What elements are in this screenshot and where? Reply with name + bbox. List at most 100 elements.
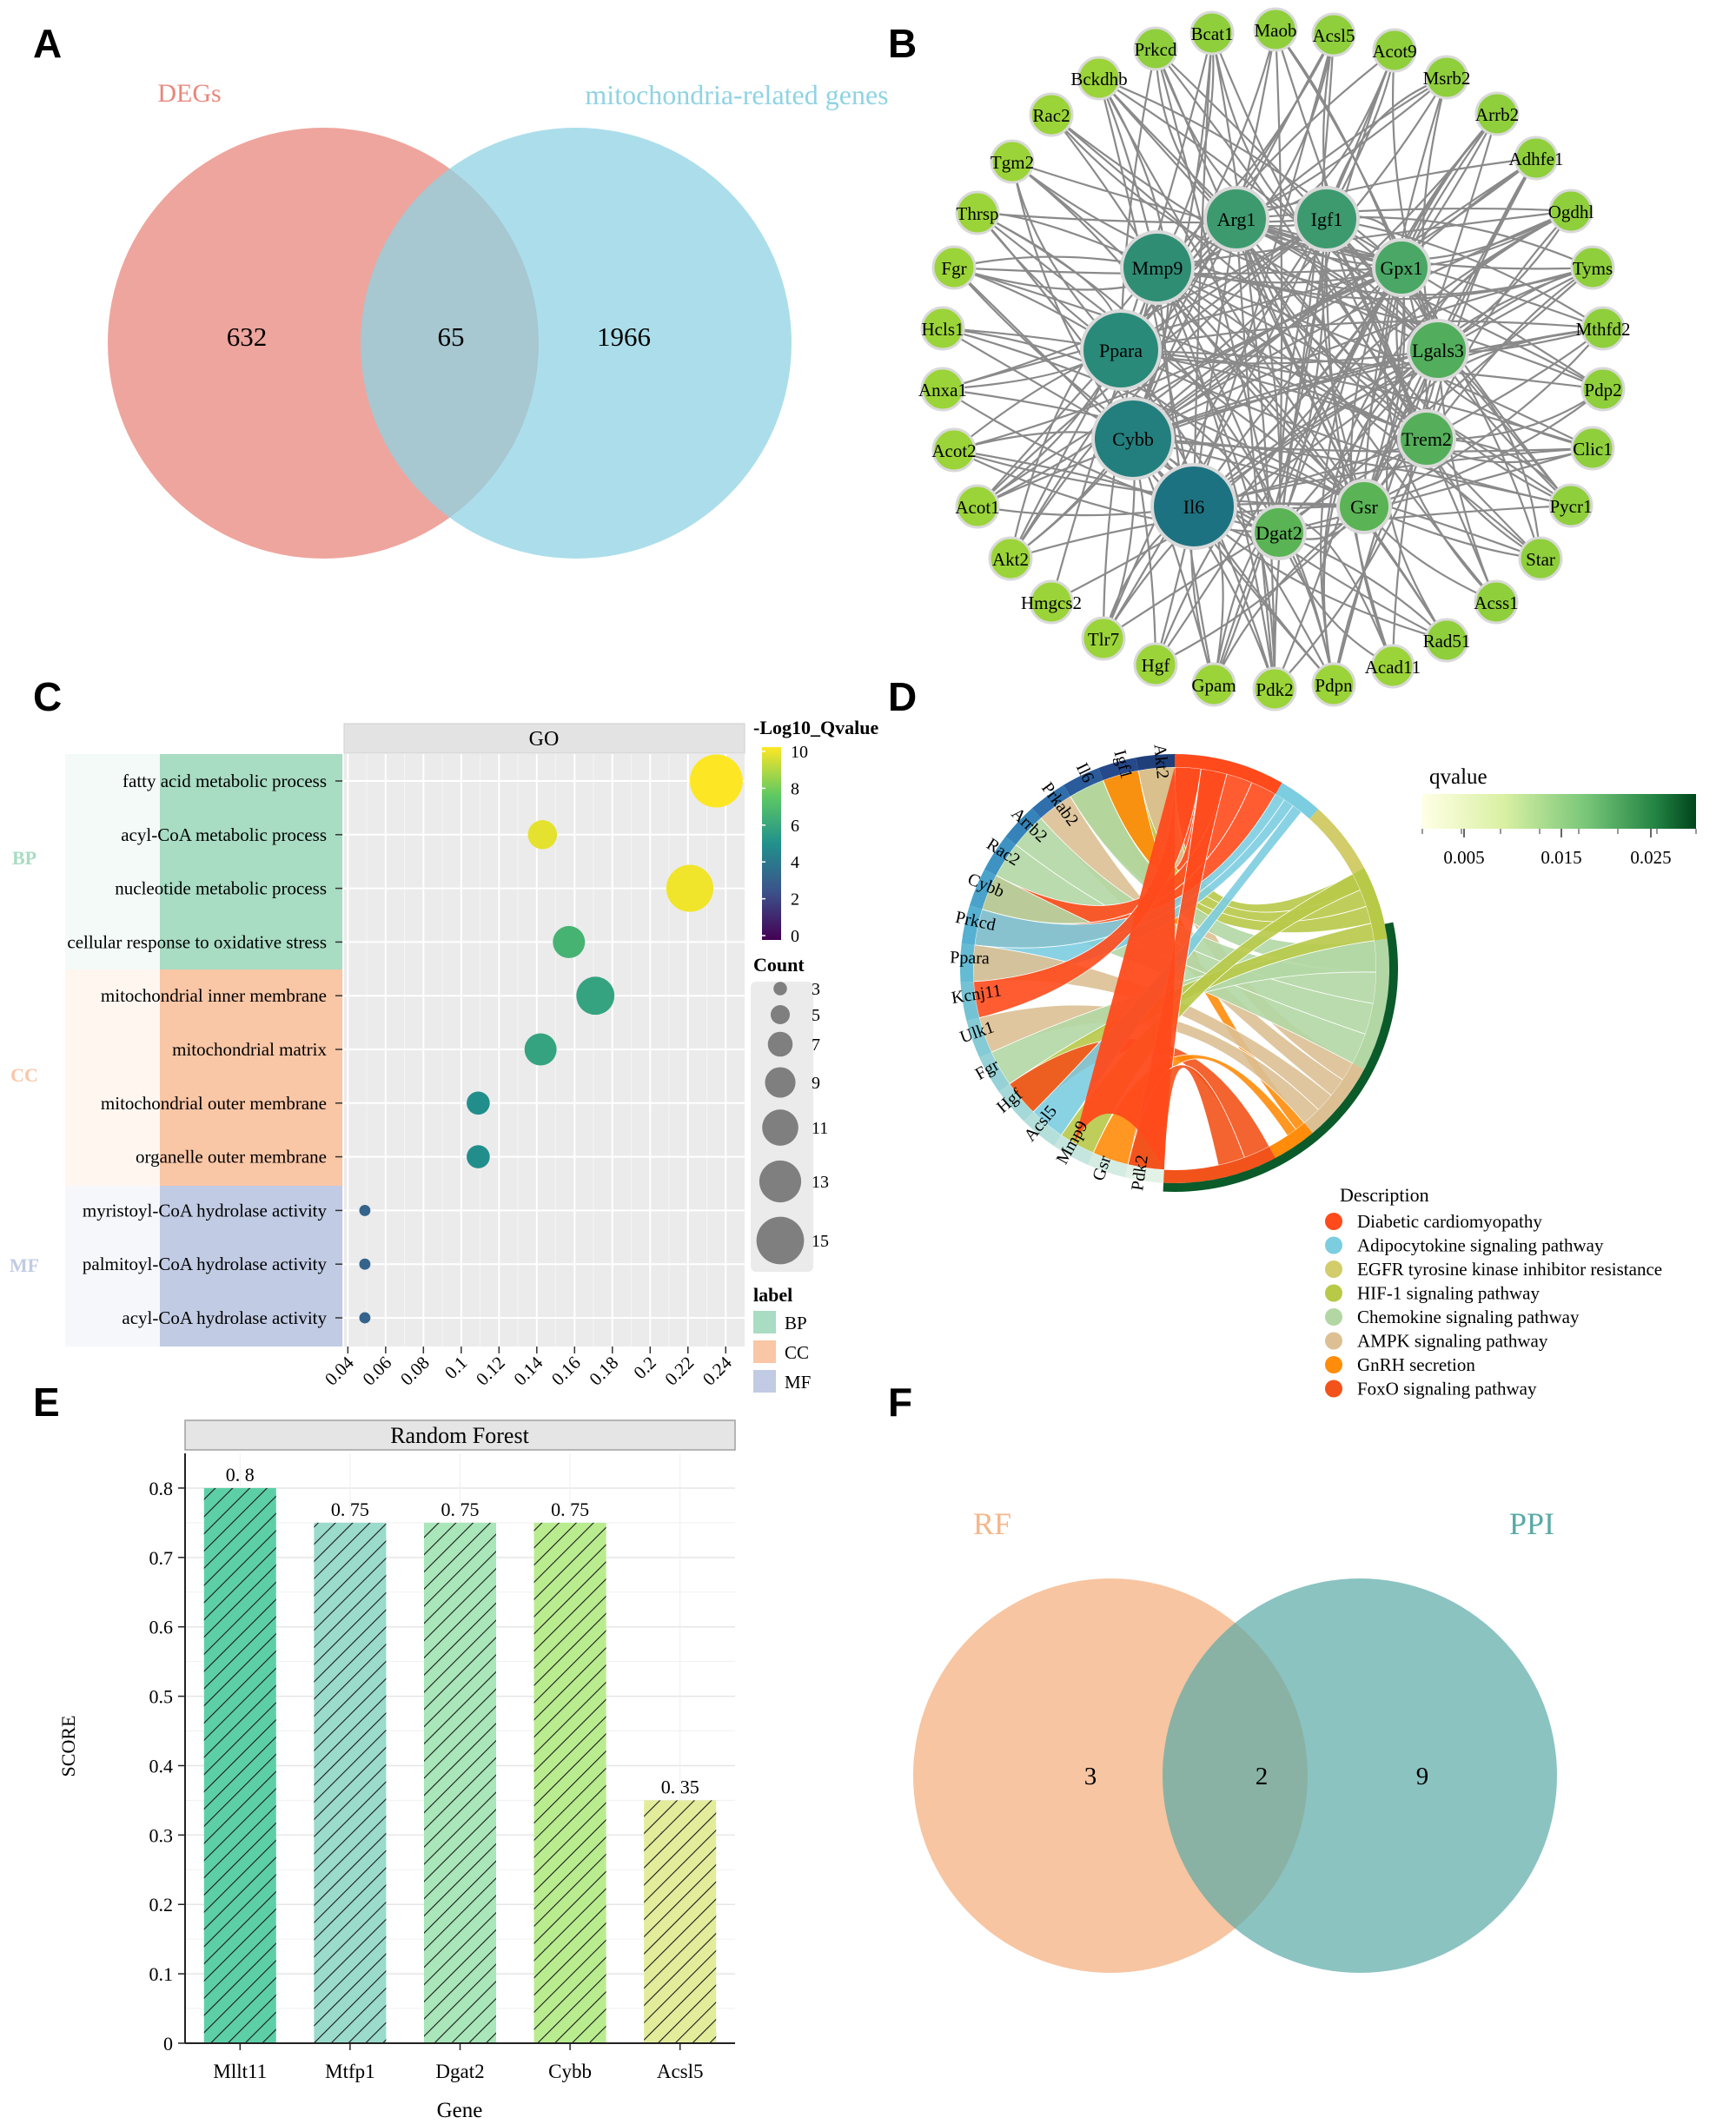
- label-legend-text: MF: [785, 1372, 811, 1393]
- chord-pathway-arc: [1269, 1122, 1313, 1159]
- network-edge: [1050, 114, 1594, 296]
- network-node-label: Tlr7: [1088, 629, 1119, 650]
- go-dot: [576, 976, 615, 1016]
- network-edge: [1278, 531, 1448, 641]
- network-node-label: Bckdhb: [1070, 69, 1127, 89]
- count-legend-value: 11: [812, 1119, 828, 1138]
- network-hub-node: [1091, 397, 1175, 480]
- rf-bar-value: 0. 75: [551, 1499, 589, 1520]
- qvalue-gradient-tick: 0.015: [1541, 847, 1581, 868]
- chord-gene-arc: [966, 1017, 991, 1058]
- rf-y-tick-label: 0.2: [149, 1894, 174, 1916]
- description-legend-dot: [1325, 1213, 1342, 1230]
- network-hub-label: Gpx1: [1381, 257, 1423, 279]
- network-node-label: Hcls1: [922, 319, 964, 340]
- network-node-label: Acot9: [1372, 41, 1416, 62]
- network-hub-label: Lgals3: [1412, 340, 1464, 361]
- panel-c: C BP CC MF GO fatty acid metabolic proce…: [10, 674, 878, 1393]
- chord-gene-arc: [960, 943, 975, 983]
- go-x-tick-label: 0.24: [699, 1352, 736, 1389]
- chord-gene-arc: [998, 1083, 1033, 1122]
- network-edge: [953, 448, 1365, 508]
- network-node: [1189, 10, 1235, 56]
- network-node: [1514, 136, 1559, 181]
- network-node-label: Fgr: [941, 258, 966, 279]
- chord-ribbons: [972, 766, 1377, 1171]
- network-edge: [942, 327, 1335, 685]
- chord-gene-arc: [1054, 1135, 1094, 1165]
- network-edge: [1235, 218, 1276, 690]
- count-legend-dot: [762, 1109, 798, 1146]
- network-node: [1580, 367, 1626, 412]
- rf-bar-hatch: [533, 1522, 606, 2043]
- count-legend-value: 5: [812, 1006, 820, 1025]
- go-term-label: nucleotide metabolic process: [115, 878, 327, 899]
- description-legend-dot: [1325, 1236, 1342, 1254]
- network-hub-label: Igf1: [1311, 208, 1343, 230]
- network-node-label: Akt2: [992, 549, 1029, 570]
- description-legend-text: Diabetic cardiomyopathy: [1357, 1211, 1542, 1232]
- go-dot: [359, 1312, 371, 1324]
- network-hub-label: Ppara: [1099, 340, 1143, 361]
- network-node: [1370, 644, 1415, 689]
- network-node: [1548, 189, 1594, 234]
- network-node-label: Pdpn: [1315, 675, 1353, 696]
- network-hub-node: [1251, 505, 1307, 560]
- network-hub-node: [1203, 186, 1269, 252]
- network-hub-node: [1407, 319, 1469, 381]
- count-legend-dot: [767, 1031, 793, 1057]
- network-edge: [1011, 161, 1276, 690]
- go-x-tick-label: 0.08: [396, 1353, 434, 1390]
- count-legend-value: 7: [812, 1036, 820, 1055]
- chord-gene-arc: [1024, 1112, 1062, 1147]
- chord-pathway-arc: [1175, 754, 1282, 795]
- go-x-tick-label: 0.06: [358, 1353, 395, 1390]
- rf-x-tick-label: Cybb: [548, 2061, 592, 2082]
- venn-circle-mito: [361, 128, 792, 559]
- network-node-label: Acad11: [1365, 657, 1421, 678]
- category-label-cc: CC: [10, 1064, 38, 1086]
- venn-label-rf: RF: [973, 1506, 1011, 1541]
- network-node-label: Acsl5: [1313, 25, 1355, 46]
- network-node: [1548, 483, 1594, 528]
- network-edge: [1425, 210, 1572, 440]
- qvalue-legend-title: -Log10_Qvalue: [753, 717, 878, 738]
- network-node: [920, 306, 965, 351]
- chord-pathway-arc: [1309, 809, 1365, 875]
- network-node: [1424, 618, 1469, 663]
- network-node: [1580, 306, 1626, 351]
- chord-gene-label: Pdk2: [1128, 1154, 1152, 1192]
- network-hub-node: [1150, 463, 1237, 550]
- band-cc: [160, 969, 342, 1186]
- chord-gene-label: Ppara: [950, 948, 990, 968]
- rf-y-tick-label: 0.5: [149, 1686, 174, 1708]
- chord-pathway-arc: [1163, 1146, 1275, 1183]
- qvalue-legend-tick: 6: [791, 817, 799, 836]
- chord-gene-arc: [969, 869, 997, 910]
- label-legend-title: label: [753, 1284, 792, 1306]
- network-node-label: Hgf: [1142, 655, 1170, 676]
- network-edge: [1120, 349, 1335, 685]
- go-x-tick-label: 0.12: [472, 1353, 509, 1390]
- count-legend-value: 9: [812, 1074, 820, 1093]
- chord-gene-arc: [984, 837, 1017, 876]
- network-node-label: Bcat1: [1191, 23, 1234, 44]
- network-node: [1029, 579, 1074, 625]
- band-mf: [160, 1186, 342, 1347]
- venn-count-mito: 1966: [597, 321, 651, 352]
- network-edge: [1385, 327, 1604, 641]
- network-edge: [1098, 76, 1402, 268]
- description-legend-dot: [1325, 1308, 1342, 1326]
- network-hub-node: [1120, 230, 1195, 305]
- rf-y-label: SCORE: [57, 1716, 79, 1777]
- network-node-label: Thrsp: [957, 203, 999, 224]
- network-node-label: Adhfe1: [1509, 149, 1564, 169]
- go-dot: [527, 820, 558, 850]
- qvalue-gradient-tick: 0.025: [1630, 847, 1671, 868]
- rf-x-tick-label: Mtfp1: [325, 2061, 375, 2082]
- go-x-tick-label: 0.18: [585, 1353, 622, 1390]
- network-node-label: Clic1: [1573, 439, 1613, 460]
- go-term-labels: fatty acid metabolic process acyl-CoA met…: [67, 771, 342, 1328]
- rf-x-tick-label: Mllt11: [213, 2061, 267, 2082]
- rf-y-tick-label: 0.3: [149, 1824, 174, 1846]
